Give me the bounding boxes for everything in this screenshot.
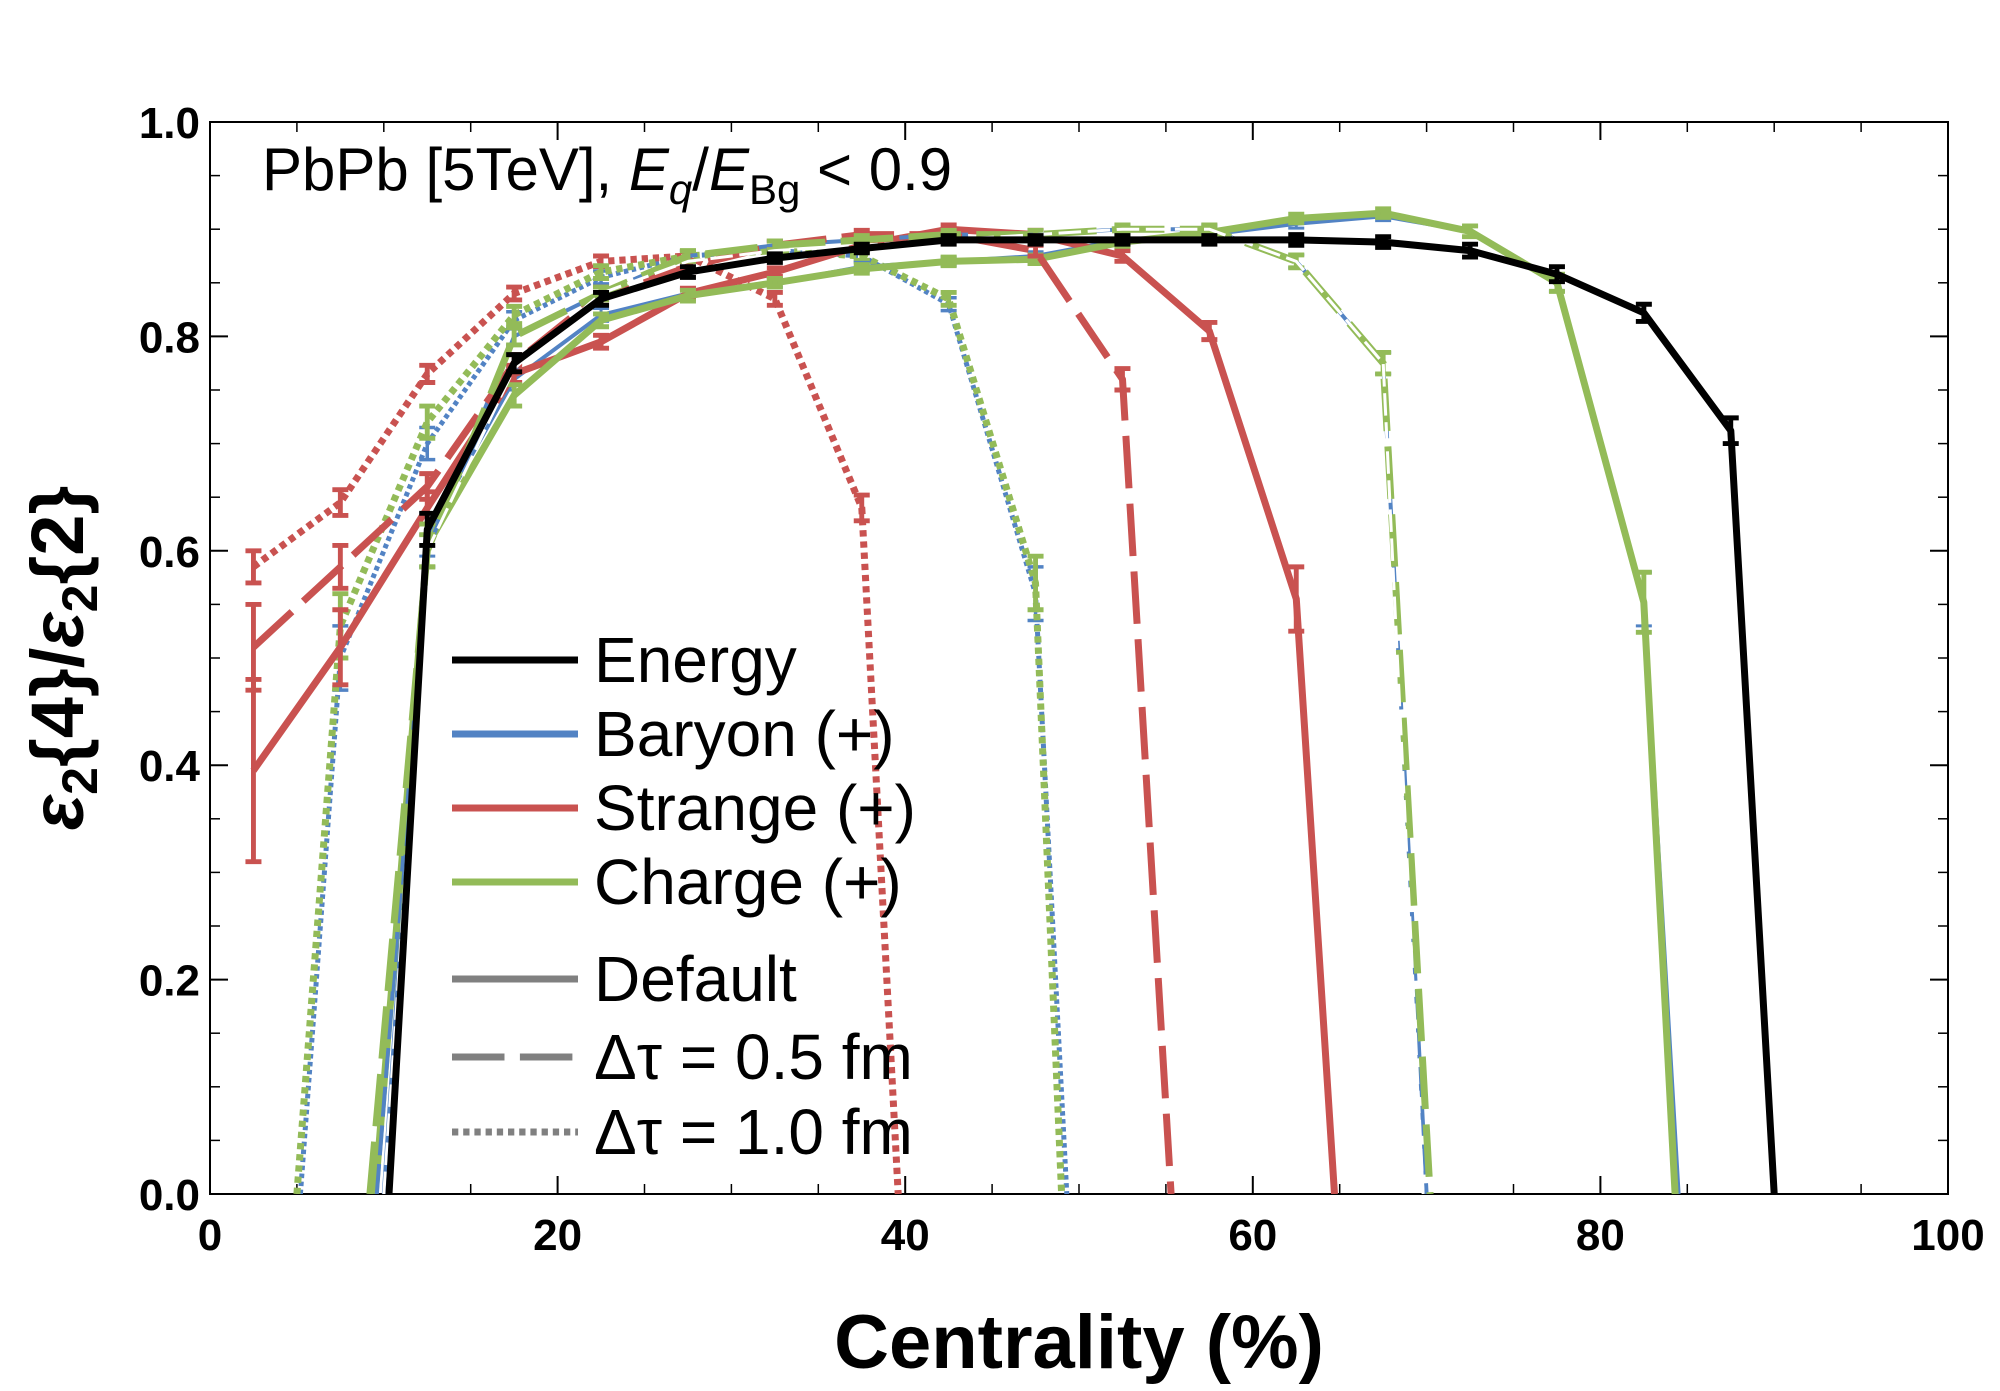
- annotation-denominator: E: [709, 136, 750, 203]
- annotation-numerator-sub: q: [669, 166, 693, 213]
- y-axis-title-part4: {2}: [16, 486, 99, 585]
- x-tick-label: 60: [1228, 1211, 1277, 1260]
- legend-style-label: Δτ = 0.5 fm: [594, 1021, 913, 1093]
- y-axis-title-sub2: 2: [52, 584, 108, 612]
- series-layer: [245, 206, 1778, 1194]
- legend-label: Energy: [594, 624, 797, 696]
- legend-style-label: Δτ = 1.0 fm: [594, 1096, 913, 1168]
- annotation-slash: /: [692, 136, 709, 203]
- y-tick-label: 0.4: [139, 742, 201, 791]
- legend-style-label: Default: [594, 943, 797, 1015]
- y-tick-label: 0.6: [139, 528, 200, 577]
- series-0: [385, 232, 1778, 1194]
- series-1: [381, 210, 1681, 1194]
- y-tick-label: 0.0: [139, 1171, 200, 1220]
- legend-label: Strange (+): [594, 772, 916, 844]
- x-tick-label: 100: [1911, 1211, 1984, 1260]
- y-tick-label: 0.2: [139, 957, 200, 1006]
- y-axis-title-eps1: ε: [16, 793, 99, 830]
- y-tick-label: 1.0: [139, 99, 200, 148]
- legend-label: Baryon (+): [594, 698, 895, 770]
- annotation-suffix: < 0.9: [800, 136, 952, 203]
- x-tick-label: 40: [881, 1211, 930, 1260]
- annotation-numerator: E: [629, 136, 670, 203]
- x-axis-title: Centrality (%): [834, 1300, 1324, 1385]
- series-line: [250, 225, 1338, 1194]
- y-axis-title-sub1: 2: [52, 767, 108, 795]
- x-tick-label: 80: [1576, 1211, 1625, 1260]
- legend-label: Charge (+): [594, 846, 902, 918]
- x-tick-label: 0: [198, 1211, 222, 1260]
- axis-ticks: 0 20 40 60 80 100 0.0 0.2 0.4 0.6 0.8 1.0: [139, 99, 1985, 1260]
- y-axis-title-part2: {4}/: [16, 648, 99, 767]
- annotation-denominator-sub: Bg: [749, 166, 800, 213]
- series-line: [371, 209, 1679, 1194]
- x-tick-label: 20: [533, 1211, 582, 1260]
- series-line: [366, 225, 1434, 1194]
- y-axis-title-eps2: ε: [16, 611, 99, 648]
- annotation-prefix: PbPb [5TeV],: [262, 136, 629, 203]
- y-axis-title: ε2{4}/ε2{2}: [16, 486, 108, 831]
- y-tick-label: 0.8: [139, 313, 200, 362]
- series-line: [381, 214, 1681, 1194]
- annotation-text: PbPb [5TeV], Eq/EBg < 0.9: [262, 136, 952, 213]
- series-line: [385, 236, 1778, 1194]
